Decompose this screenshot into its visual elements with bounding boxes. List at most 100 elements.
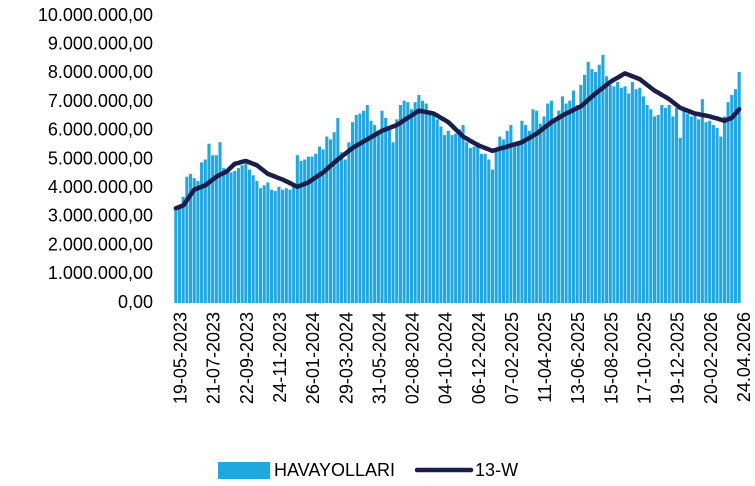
x-tick-label: 21-07-2023 — [204, 312, 224, 404]
bar — [251, 175, 255, 303]
bar — [594, 71, 598, 303]
bar — [689, 116, 693, 303]
bar — [656, 115, 660, 303]
bar — [189, 173, 193, 303]
x-tick-label: 07-02-2025 — [502, 312, 522, 404]
bar — [236, 168, 240, 303]
bar — [476, 142, 480, 303]
line — [173, 71, 742, 211]
legend-swatch — [218, 462, 270, 479]
bar — [247, 169, 252, 303]
bar — [424, 103, 428, 303]
bar — [270, 189, 274, 303]
bar — [343, 159, 347, 303]
bar — [564, 103, 568, 303]
x-tick-label: 06-12-2024 — [469, 312, 489, 404]
bar — [641, 96, 645, 303]
bar — [700, 99, 704, 303]
bar — [306, 156, 310, 303]
bar — [730, 94, 734, 303]
bar — [667, 104, 671, 303]
bar — [402, 100, 406, 303]
bar — [450, 135, 454, 303]
bar — [174, 208, 178, 303]
bar — [719, 136, 723, 303]
bar — [185, 176, 189, 303]
x-tick-label: 31-05-2024 — [369, 312, 389, 404]
y-tick-label: 9.000.000,00 — [48, 33, 153, 53]
bar — [284, 188, 288, 303]
bar — [579, 84, 583, 303]
x-tick-label: 19-12-2025 — [668, 312, 688, 404]
bar — [524, 125, 528, 303]
bar — [586, 61, 590, 303]
bar — [380, 110, 384, 304]
x-tick-label: 24-11-2023 — [270, 312, 290, 403]
bar — [479, 153, 483, 303]
bar — [605, 76, 609, 304]
bar — [395, 119, 399, 303]
bar — [505, 130, 509, 303]
bar — [608, 84, 612, 303]
bar — [527, 130, 531, 303]
bar — [678, 137, 682, 303]
bar — [501, 139, 506, 303]
bar — [376, 130, 380, 303]
bar — [196, 181, 200, 303]
bar — [310, 156, 314, 303]
bar — [369, 120, 373, 303]
bar — [627, 93, 631, 304]
bar — [299, 160, 303, 303]
x-tick-label: 04-10-2024 — [436, 312, 456, 404]
bar — [715, 127, 719, 304]
bar — [233, 170, 237, 303]
bar — [277, 186, 281, 303]
bar — [675, 107, 679, 303]
bar — [601, 54, 605, 304]
bar — [211, 155, 215, 303]
bar — [222, 168, 226, 303]
x-tick-label: 02-08-2024 — [403, 312, 423, 404]
bar — [328, 139, 333, 303]
bar — [314, 153, 318, 303]
bar — [575, 104, 579, 303]
bar — [520, 120, 524, 303]
bar — [387, 126, 391, 304]
bar — [468, 148, 472, 303]
bar — [546, 103, 550, 303]
bar — [406, 102, 410, 303]
bar — [535, 110, 539, 304]
x-tick-label: 19-05-2023 — [171, 312, 191, 404]
x-tick-label: 20-02-2026 — [701, 312, 721, 404]
bar — [697, 119, 701, 303]
bar — [634, 89, 638, 303]
bar — [638, 87, 642, 303]
bar — [443, 135, 447, 303]
bar — [413, 102, 417, 303]
bar — [258, 188, 263, 303]
x-tick-label: 26-01-2024 — [303, 312, 323, 404]
y-tick-label: 0,00 — [118, 292, 153, 312]
bar — [181, 196, 185, 303]
bar — [317, 146, 321, 303]
bar — [365, 104, 369, 303]
bar — [487, 159, 491, 303]
bar — [726, 102, 730, 303]
bar — [652, 116, 657, 303]
bar — [549, 100, 553, 303]
bar — [682, 107, 686, 303]
bar — [420, 100, 425, 303]
y-tick-label: 4.000.000,00 — [48, 177, 153, 197]
bar — [225, 170, 229, 303]
bar — [660, 104, 664, 303]
y-tick-label: 8.000.000,00 — [48, 62, 153, 82]
bar — [428, 110, 432, 304]
bar — [531, 109, 535, 304]
bar — [362, 110, 366, 304]
bar — [281, 189, 285, 303]
bar — [295, 155, 299, 303]
bar — [461, 125, 465, 303]
bar — [516, 140, 520, 303]
bar — [663, 107, 668, 303]
